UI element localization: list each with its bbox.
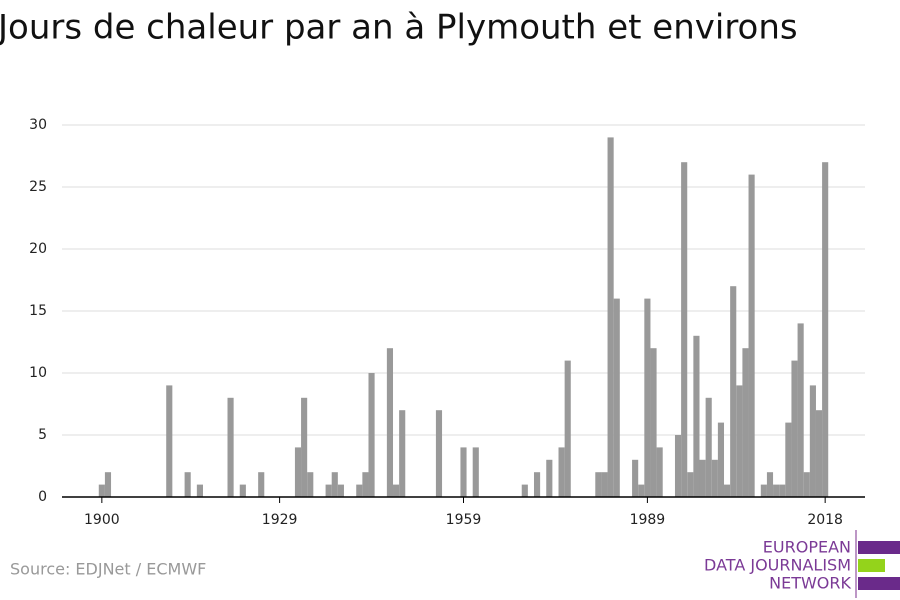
bar xyxy=(301,397,308,497)
bar xyxy=(613,298,620,497)
bar xyxy=(393,484,400,497)
bar xyxy=(736,385,743,497)
bar xyxy=(681,162,688,497)
bar xyxy=(239,484,246,497)
bar xyxy=(730,286,737,497)
bar xyxy=(558,447,565,497)
bar xyxy=(724,484,731,497)
bar xyxy=(717,422,725,497)
x-tick-label: 2018 xyxy=(807,512,843,528)
bar xyxy=(435,410,443,497)
bar xyxy=(595,472,602,497)
bar xyxy=(196,484,203,497)
bar xyxy=(705,397,712,497)
logo-bar xyxy=(858,559,885,572)
y-tick-label: 5 xyxy=(38,427,47,443)
bar xyxy=(607,137,614,497)
source: Source: EDJNet / ECMWF xyxy=(10,560,206,579)
bar xyxy=(521,484,528,497)
logo-bar xyxy=(858,541,900,554)
bar xyxy=(773,484,780,497)
bar xyxy=(711,459,718,497)
y-tick-label: 20 xyxy=(29,241,47,257)
bar xyxy=(693,335,700,497)
logo-text: NETWORK xyxy=(769,574,851,593)
bar xyxy=(632,459,639,497)
bar xyxy=(656,447,663,497)
y-tick-label: 10 xyxy=(29,365,47,381)
bar xyxy=(546,459,553,497)
y-tick-label: 25 xyxy=(29,179,47,195)
bar xyxy=(699,459,706,497)
y-tick-label: 15 xyxy=(29,303,47,319)
bar xyxy=(227,397,234,497)
bar xyxy=(601,472,608,497)
logo: EUROPEAN DATA JOURNALISM NETWORK xyxy=(704,530,900,598)
x-tick-label: 1959 xyxy=(446,512,482,528)
x-tick-label: 1900 xyxy=(84,512,120,528)
bar xyxy=(644,298,651,497)
chart-title: Jours de chaleur par an à Plymouth et en… xyxy=(0,8,798,48)
bar xyxy=(760,484,767,497)
bar xyxy=(650,348,657,497)
bar xyxy=(472,447,479,497)
x-tick-label: 1989 xyxy=(630,512,666,528)
bar xyxy=(791,360,798,497)
bar xyxy=(533,472,541,497)
bar xyxy=(742,348,749,497)
bar xyxy=(325,484,332,497)
y-tick-label: 0 xyxy=(38,489,47,505)
bar xyxy=(362,472,369,497)
logo-text: DATA JOURNALISM xyxy=(704,556,851,575)
bar xyxy=(166,385,173,497)
bar xyxy=(809,385,816,497)
bar xyxy=(822,162,829,497)
logo-text: EUROPEAN xyxy=(763,538,851,557)
bar xyxy=(785,422,792,497)
bar xyxy=(399,410,406,497)
bar xyxy=(368,373,375,497)
bar xyxy=(98,484,105,497)
bar xyxy=(294,447,302,497)
bar xyxy=(331,472,338,497)
bar xyxy=(356,484,363,497)
bar xyxy=(386,348,394,497)
bar xyxy=(674,435,682,497)
bar xyxy=(460,447,467,497)
bar xyxy=(779,484,786,497)
bar xyxy=(815,410,823,497)
bar xyxy=(258,472,265,497)
bar xyxy=(766,472,774,497)
bar xyxy=(748,174,755,497)
bar xyxy=(307,472,314,497)
bar xyxy=(797,323,804,497)
logo-bar xyxy=(858,577,900,590)
bar xyxy=(564,360,571,497)
x-tick-label: 1929 xyxy=(262,512,298,528)
bar xyxy=(184,472,191,497)
bar xyxy=(803,472,810,497)
bar xyxy=(104,472,112,497)
bar xyxy=(687,472,694,497)
bar xyxy=(638,484,645,497)
bar xyxy=(337,484,344,497)
y-tick-label: 30 xyxy=(29,117,47,133)
